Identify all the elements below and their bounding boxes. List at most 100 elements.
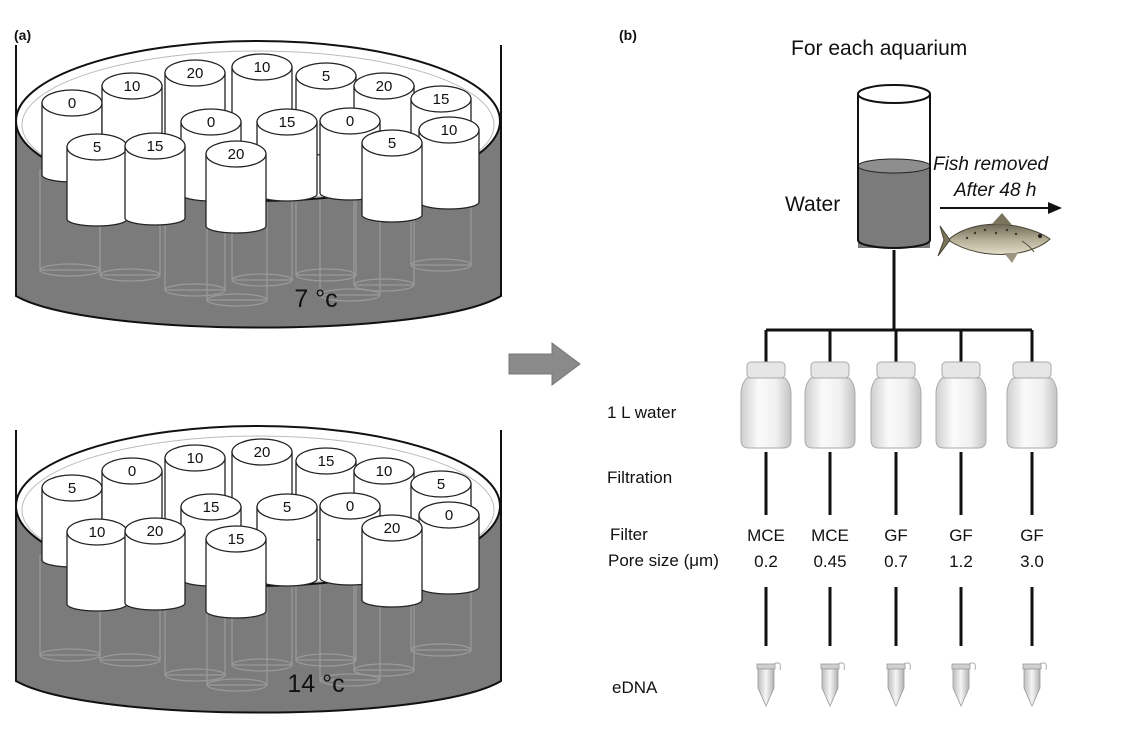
can-middle: 5 — [256, 493, 318, 587]
can-number-label: 20 — [187, 65, 204, 82]
filter-column: MCE 0.45 — [804, 330, 856, 707]
submerged-can-base — [353, 663, 415, 677]
can-front: 5 — [66, 133, 128, 227]
can-number-label: 10 — [441, 122, 458, 139]
filter-columns: MCE 0.2 MCE 0.45 GF 0.7 GF 1.2 GF 3.0 — [740, 330, 1058, 707]
edna-tube-icon — [886, 662, 911, 707]
sample-bottle-icon — [804, 361, 856, 449]
can-number-label: 15 — [433, 91, 450, 108]
can-number-label: 15 — [228, 531, 245, 548]
submerged-can-base — [353, 278, 415, 292]
right-arrow-icon — [508, 342, 581, 386]
filter-column: GF 1.2 — [935, 330, 987, 707]
tank-wall — [15, 45, 502, 121]
can-middle: 15 — [256, 108, 318, 202]
edna-tube-icon — [756, 662, 781, 707]
panel-a-label: (a) — [14, 27, 31, 43]
pore-size-label: 0.2 — [754, 552, 778, 571]
row-label-pore-size: Pore size (μm) — [608, 551, 719, 570]
fish-removed-label: Fish removed — [933, 154, 1050, 175]
can-front: 15 — [124, 132, 186, 226]
can-number-label: 20 — [228, 146, 245, 163]
can-number-label: 10 — [254, 59, 271, 76]
can-middle: 0 — [418, 501, 480, 595]
filter-type-label: GF — [884, 526, 908, 545]
tank-7c: 0 10 20 10 5 20 15 0 15 0 10 5 15 20 5 7 °c — [15, 40, 502, 329]
tank-temperature-label: 14 °c — [287, 670, 344, 698]
can-number-label: 10 — [89, 524, 106, 541]
can-front: 15 — [205, 525, 267, 619]
can-number-label: 5 — [93, 139, 101, 156]
can-front: 10 — [66, 518, 128, 612]
submerged-can-base — [164, 283, 226, 297]
can-number-label: 0 — [346, 113, 354, 130]
can-number-label: 5 — [68, 480, 76, 497]
submerged-can-base — [231, 273, 293, 287]
after-48h-label: After 48 h — [953, 180, 1036, 201]
pore-size-label: 0.45 — [813, 552, 846, 571]
can-front: 20 — [361, 514, 423, 608]
submerged-can-base — [410, 258, 472, 272]
arrow-head-icon — [1048, 202, 1062, 214]
edna-tube-icon — [1022, 662, 1047, 707]
submerged-can-base — [99, 653, 161, 667]
row-label-filter: Filter — [610, 525, 648, 544]
can-front: 20 — [124, 517, 186, 611]
panel-b-label: (b) — [619, 27, 637, 43]
tank-temperature-label: 7 °c — [294, 285, 337, 313]
submerged-can-base — [206, 678, 268, 692]
beaker-water — [858, 166, 930, 248]
pore-size-label: 3.0 — [1020, 552, 1044, 571]
submerged-can-base — [231, 658, 293, 672]
submerged-can-base — [99, 268, 161, 282]
filter-type-label: MCE — [747, 526, 785, 545]
fish-arrow — [940, 202, 1062, 214]
sample-bottle-icon — [935, 361, 987, 449]
can-front: 5 — [361, 129, 423, 223]
submerged-can-base — [410, 643, 472, 657]
row-label-water: 1 L water — [607, 403, 677, 422]
can-number-label: 20 — [376, 78, 393, 95]
can-number-label: 5 — [283, 499, 291, 516]
submerged-can-base — [319, 288, 381, 302]
submerged-can-base — [164, 668, 226, 682]
panel-arrow — [508, 342, 581, 386]
can-number-label: 15 — [147, 138, 164, 155]
can-number-label: 0 — [346, 498, 354, 515]
can-number-label: 15 — [203, 499, 220, 516]
filter-type-label: MCE — [811, 526, 849, 545]
can-number-label: 0 — [207, 114, 215, 131]
filter-type-label: GF — [1020, 526, 1044, 545]
pore-size-label: 1.2 — [949, 552, 973, 571]
edna-tube-icon — [951, 662, 976, 707]
tank-wall — [15, 430, 502, 506]
row-label-edna: eDNA — [612, 678, 658, 697]
can-number-label: 5 — [388, 135, 396, 152]
submerged-can-base — [206, 293, 268, 307]
can-number-label: 15 — [318, 453, 335, 470]
filter-column: MCE 0.2 — [740, 330, 792, 707]
can-number-label: 0 — [128, 463, 136, 480]
can-number-label: 20 — [254, 444, 271, 461]
pore-size-label: 0.7 — [884, 552, 908, 571]
submerged-can-base — [295, 653, 357, 667]
aquarium-title: For each aquarium — [791, 37, 967, 60]
can-number-label: 5 — [437, 476, 445, 493]
can-number-label: 20 — [147, 523, 164, 540]
branch-connector — [766, 250, 1032, 332]
water-beaker — [857, 84, 931, 249]
can-number-label: 0 — [68, 95, 76, 112]
filter-type-label: GF — [949, 526, 973, 545]
can-number-label: 5 — [322, 68, 330, 85]
can-number-label: 10 — [376, 463, 393, 480]
can-number-label: 0 — [445, 507, 453, 524]
submerged-can-base — [295, 268, 357, 282]
row-label-filtration: Filtration — [607, 468, 672, 487]
sample-bottle-icon — [740, 361, 792, 449]
filter-column: GF 3.0 — [1006, 330, 1058, 707]
submerged-can-base — [319, 673, 381, 687]
can-number-label: 10 — [124, 78, 141, 95]
sample-bottle-icon — [1006, 361, 1058, 449]
